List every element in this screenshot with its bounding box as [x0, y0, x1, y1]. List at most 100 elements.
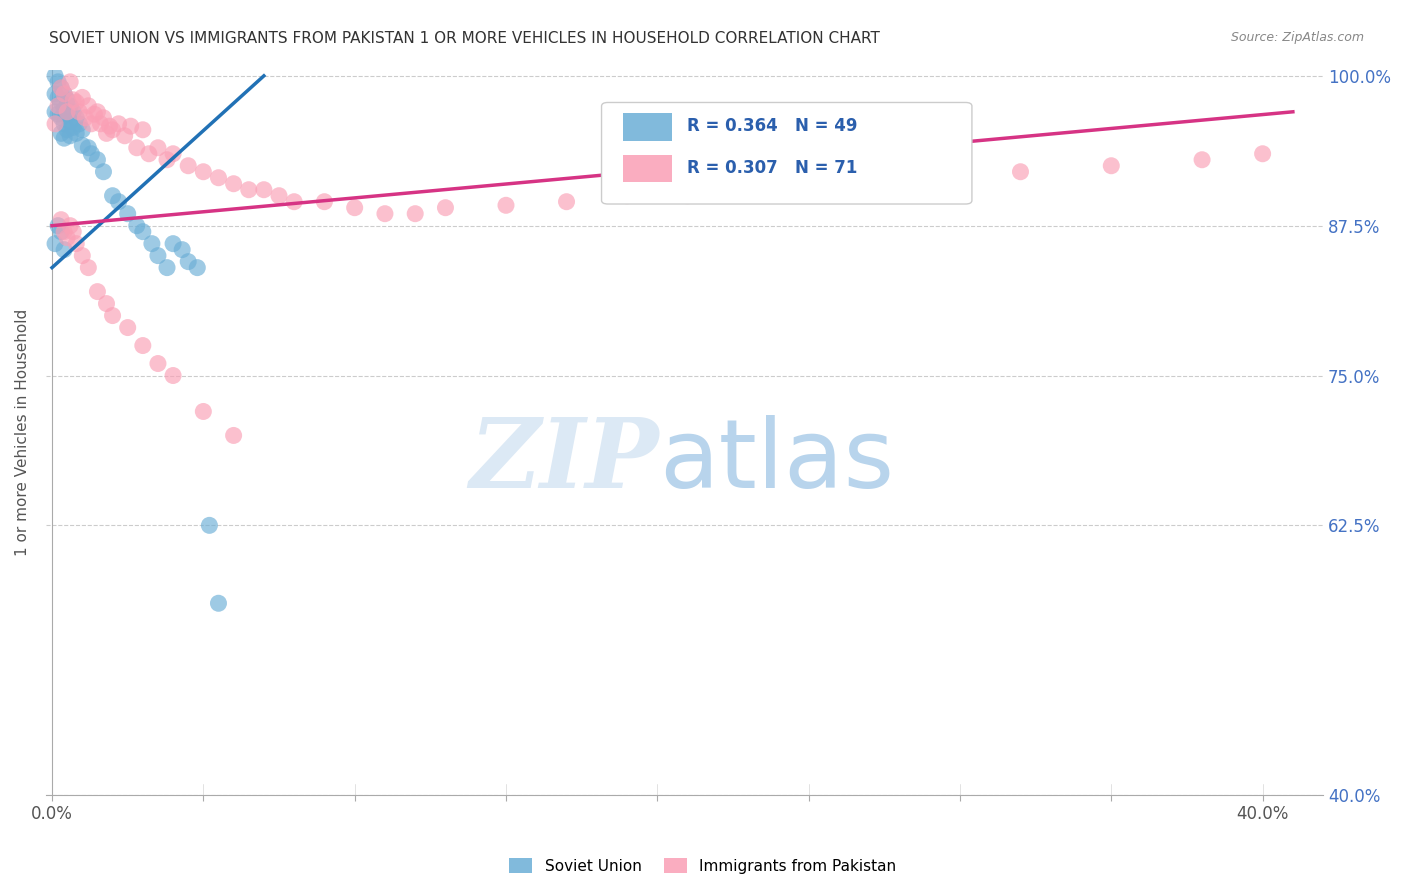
Point [172, 243, 194, 257]
Point [107, 194, 129, 209]
FancyBboxPatch shape [623, 113, 672, 141]
Point [132, 225, 155, 239]
Point [53, 87, 76, 101]
Point [77, 99, 100, 113]
Text: R = 0.364   N = 49: R = 0.364 N = 49 [688, 118, 858, 136]
Text: Source: ZipAtlas.com: Source: ZipAtlas.com [1230, 31, 1364, 45]
Point [222, 177, 245, 191]
Point [44, 87, 66, 101]
Y-axis label: 1 or more Vehicles in Household: 1 or more Vehicles in Household [15, 309, 30, 556]
Point [86, 285, 108, 299]
Point [65, 236, 87, 251]
Point [138, 146, 160, 161]
Point [46, 219, 69, 233]
Point [404, 207, 426, 221]
Point [207, 170, 229, 185]
FancyBboxPatch shape [602, 103, 972, 204]
Point [125, 141, 148, 155]
Point [46, 75, 69, 89]
Point [53, 87, 76, 101]
Point [67, 104, 90, 119]
Text: R = 0.307   N = 71: R = 0.307 N = 71 [688, 159, 858, 177]
Point [858, 177, 880, 191]
FancyBboxPatch shape [623, 154, 672, 182]
Point [53, 243, 76, 257]
Point [53, 225, 76, 239]
Point [80, 146, 103, 161]
Point [77, 260, 100, 275]
Point [495, 198, 517, 212]
Point [797, 177, 820, 191]
Text: SOVIET UNION VS IMMIGRANTS FROM PAKISTAN 1 OR MORE VEHICLES IN HOUSEHOLD CORRELA: SOVIET UNION VS IMMIGRANTS FROM PAKISTAN… [49, 31, 880, 46]
Point [238, 183, 260, 197]
Point [49, 127, 72, 141]
Point [98, 119, 121, 133]
Point [67, 117, 90, 131]
Point [72, 122, 94, 136]
Point [49, 212, 72, 227]
Point [120, 119, 142, 133]
Point [207, 596, 229, 610]
Point [156, 153, 179, 167]
Text: ZIP: ZIP [470, 415, 659, 508]
Point [198, 518, 221, 533]
Point [117, 207, 139, 221]
Point [125, 219, 148, 233]
Point [56, 93, 79, 107]
Point [314, 194, 336, 209]
Point [555, 194, 578, 209]
Point [737, 183, 759, 197]
Point [101, 122, 124, 136]
Point [949, 170, 972, 185]
Point [46, 90, 69, 104]
Point [96, 296, 118, 310]
Point [283, 194, 305, 209]
Point [65, 111, 87, 125]
Point [59, 75, 82, 89]
Point [374, 207, 396, 221]
Point [56, 230, 79, 244]
Point [156, 260, 179, 275]
Point [86, 153, 108, 167]
Point [676, 188, 699, 202]
Point [1010, 165, 1032, 179]
Point [62, 104, 84, 119]
Point [107, 117, 129, 131]
Text: atlas: atlas [659, 415, 894, 508]
Point [44, 104, 66, 119]
Point [1251, 146, 1274, 161]
Point [162, 236, 184, 251]
Point [93, 165, 115, 179]
Point [44, 69, 66, 83]
Point [177, 254, 200, 268]
Point [59, 99, 82, 113]
Point [49, 95, 72, 110]
Point [83, 107, 105, 121]
Point [141, 236, 163, 251]
Point [193, 404, 215, 418]
Point [62, 120, 84, 135]
Point [101, 309, 124, 323]
Point [80, 117, 103, 131]
Point [146, 141, 169, 155]
Point [86, 104, 108, 119]
Point [162, 146, 184, 161]
Point [77, 141, 100, 155]
Point [53, 131, 76, 145]
Point [46, 99, 69, 113]
Point [75, 111, 97, 125]
Point [49, 80, 72, 95]
Legend: Soviet Union, Immigrants from Pakistan: Soviet Union, Immigrants from Pakistan [503, 852, 903, 880]
Point [44, 236, 66, 251]
Point [616, 188, 638, 202]
Point [49, 225, 72, 239]
Point [89, 117, 111, 131]
Point [49, 111, 72, 125]
Point [53, 103, 76, 117]
Point [1099, 159, 1122, 173]
Point [186, 260, 208, 275]
Point [62, 225, 84, 239]
Point [434, 201, 457, 215]
Point [1191, 153, 1213, 167]
Point [117, 320, 139, 334]
